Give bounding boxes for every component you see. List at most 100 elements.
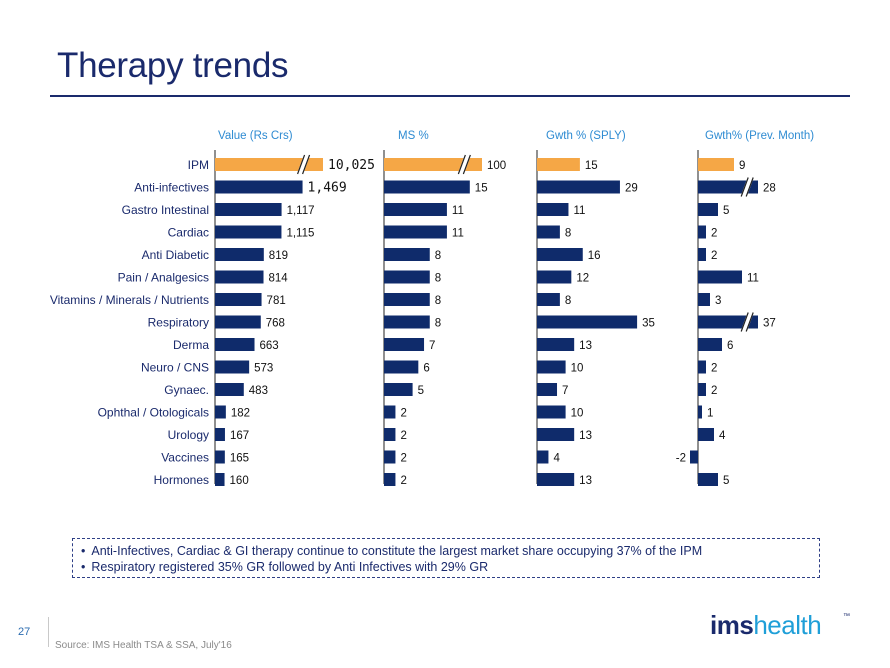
category-label: Hormones xyxy=(154,473,209,487)
source-note: Source: IMS Health TSA & SSA, July'16 xyxy=(55,640,232,651)
category-label: Derma xyxy=(173,338,209,352)
category-label: Anti-infectives xyxy=(134,181,209,195)
bar xyxy=(215,405,226,419)
bar xyxy=(384,158,482,171)
data-label: -2 xyxy=(676,453,686,465)
data-label: 182 xyxy=(231,408,250,420)
category-label: Gastro Intestinal xyxy=(122,203,209,217)
data-label: 15 xyxy=(475,183,488,195)
data-label: 1,117 xyxy=(287,205,315,217)
data-label: 8 xyxy=(435,318,441,330)
bar xyxy=(384,383,413,396)
data-label: 5 xyxy=(418,385,424,397)
data-label: 28 xyxy=(763,183,776,195)
axis-break-line xyxy=(745,177,754,197)
data-label: 11 xyxy=(747,273,759,285)
bar xyxy=(537,158,580,171)
data-label: 1,469 xyxy=(308,181,347,196)
data-label: 13 xyxy=(579,475,592,487)
series-header: Value (Rs Crs) xyxy=(218,130,293,142)
bar xyxy=(537,315,638,329)
bar xyxy=(384,248,430,261)
data-label: 13 xyxy=(579,340,592,352)
data-label: 15 xyxy=(585,160,598,172)
category-label: Pain / Analgesics xyxy=(118,271,209,285)
category-label: Anti Diabetic xyxy=(142,248,209,262)
data-label: 8 xyxy=(565,295,571,307)
data-label: 8 xyxy=(435,295,441,307)
axis-break-line xyxy=(462,154,471,175)
bar xyxy=(215,473,225,486)
data-label: 167 xyxy=(230,430,249,442)
bar xyxy=(215,338,255,351)
bar xyxy=(698,158,734,171)
bar xyxy=(384,293,430,306)
axis-break xyxy=(297,153,310,176)
bar xyxy=(215,293,262,306)
bullet-item: Respiratory registered 35% GR followed b… xyxy=(81,559,819,575)
bar xyxy=(384,473,396,486)
category-label: Gynaec. xyxy=(164,383,209,397)
bar xyxy=(698,270,742,284)
data-label: 11 xyxy=(452,205,464,217)
bar xyxy=(698,383,706,396)
data-label: 160 xyxy=(230,475,249,487)
data-label: 483 xyxy=(249,385,268,397)
data-label: 37 xyxy=(763,318,776,330)
bar xyxy=(698,338,722,351)
bar xyxy=(698,405,702,419)
data-label: 10 xyxy=(571,408,584,420)
bar xyxy=(537,450,549,464)
data-label: 165 xyxy=(230,453,249,465)
bar xyxy=(537,383,558,396)
data-label: 819 xyxy=(269,250,288,262)
data-label: 13 xyxy=(579,430,592,442)
bar xyxy=(537,428,575,441)
bar xyxy=(537,405,566,419)
category-label: Urology xyxy=(168,428,209,442)
category-label: Neuro / CNS xyxy=(141,361,209,375)
axis-break-line xyxy=(740,312,749,332)
bar xyxy=(384,225,447,239)
bar xyxy=(698,293,710,306)
bar xyxy=(384,315,430,329)
data-label: 6 xyxy=(423,363,429,375)
data-label: 814 xyxy=(269,273,289,285)
axis-break-line xyxy=(301,154,311,175)
bar xyxy=(215,248,264,261)
data-label: 35 xyxy=(642,318,655,330)
data-label: 11 xyxy=(573,205,585,217)
data-label: 2 xyxy=(400,430,406,442)
data-label: 2 xyxy=(711,363,717,375)
bar xyxy=(215,360,250,374)
data-label: 11 xyxy=(452,228,464,240)
bar xyxy=(384,270,430,284)
footer-divider xyxy=(48,617,49,647)
key-takeaways-box: Anti-Infectives, Cardiac & GI therapy co… xyxy=(72,538,820,578)
data-label: 16 xyxy=(588,250,601,262)
bar xyxy=(537,203,569,216)
data-label: 3 xyxy=(715,295,721,307)
data-label: 7 xyxy=(562,385,568,397)
bar xyxy=(384,428,396,441)
data-label: 10 xyxy=(571,363,584,375)
axis-break xyxy=(457,153,471,176)
data-label: 7 xyxy=(429,340,435,352)
data-label: 573 xyxy=(254,363,273,375)
bar xyxy=(215,270,264,284)
data-label: 1 xyxy=(707,408,713,420)
therapy-bar-chart: IPM Anti-infectives Gastro Intestinal Cardi… xyxy=(50,130,814,487)
bar xyxy=(698,248,706,261)
category-label: Respiratory xyxy=(148,316,209,330)
axis-break-line xyxy=(740,177,749,197)
data-label: 5 xyxy=(723,205,729,217)
bar xyxy=(537,473,575,486)
bar xyxy=(215,450,225,464)
bar xyxy=(690,450,698,464)
data-label: 8 xyxy=(435,250,441,262)
logo-trademark: ™ xyxy=(843,613,850,620)
category-label: IPM xyxy=(188,158,209,172)
axis-break xyxy=(740,176,754,198)
data-label: 2 xyxy=(400,408,406,420)
data-label: 100 xyxy=(487,160,506,172)
